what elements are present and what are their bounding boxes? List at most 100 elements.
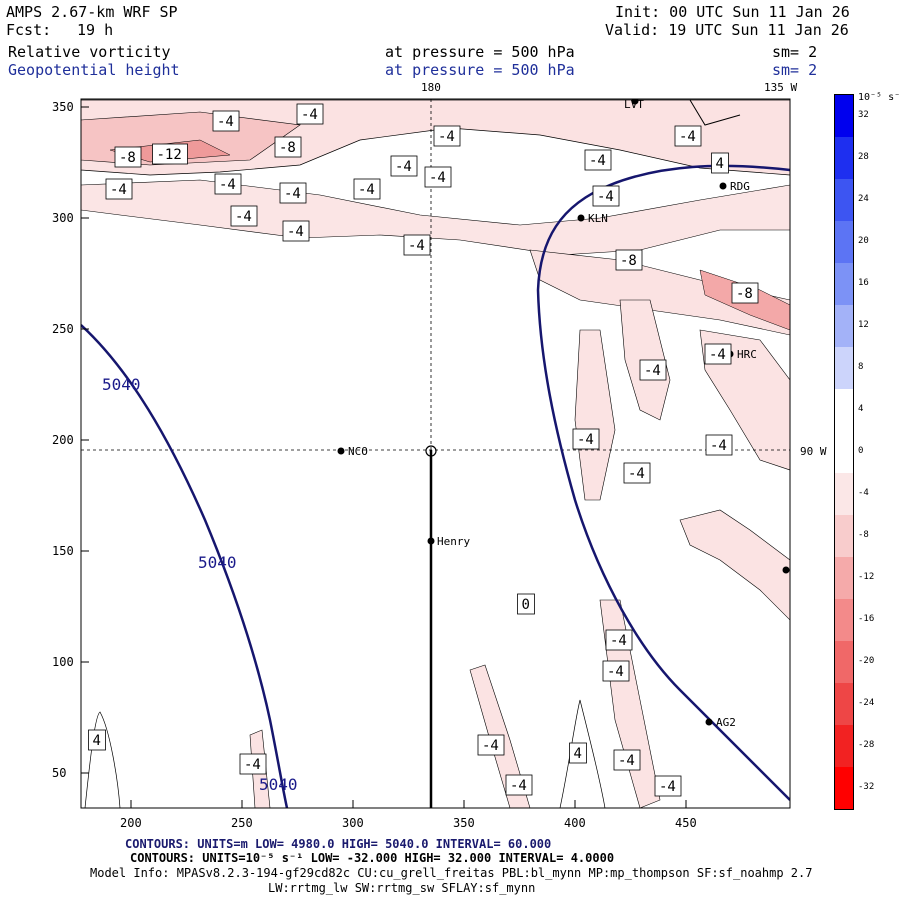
vorticity-band-mid bbox=[81, 179, 790, 256]
height-contour-label: 5040 bbox=[259, 775, 298, 794]
height-contour-label: 5040 bbox=[102, 375, 141, 394]
colorbar-segment bbox=[835, 221, 853, 263]
height-contour-east bbox=[536, 164, 790, 801]
vorticity-band-east bbox=[529, 249, 790, 336]
colorbar-segment bbox=[835, 431, 853, 473]
station-label: AG2 bbox=[716, 716, 736, 729]
vorticity-label-box bbox=[505, 774, 533, 796]
vorticity-label-box bbox=[230, 205, 258, 227]
vorticity-label-box bbox=[731, 282, 759, 304]
colorbar-label: 20 bbox=[858, 236, 869, 246]
footer-height-contours: CONTOURS: UNITS=m LOW= 4980.0 HIGH= 5040… bbox=[125, 837, 552, 851]
vorticity-label-box bbox=[615, 249, 643, 271]
lon-label-180: 180 bbox=[421, 81, 441, 94]
colorbar-label: 0 bbox=[858, 446, 864, 456]
field2-level: at pressure = 500 hPa bbox=[385, 61, 575, 79]
colorbar-label: 24 bbox=[858, 194, 869, 204]
vorticity-label-box bbox=[674, 125, 702, 147]
colorbar-segment bbox=[835, 557, 853, 599]
colorbar-segment bbox=[835, 347, 853, 389]
vorticity-label-box bbox=[584, 149, 612, 171]
colorbar-label: -12 bbox=[858, 572, 875, 582]
vorticity-label-box bbox=[572, 428, 600, 450]
colorbar-label: 12 bbox=[858, 320, 869, 330]
vorticity-label-box bbox=[274, 136, 302, 158]
vorticity-label-box bbox=[212, 110, 240, 132]
vorticity-label: 4 bbox=[574, 746, 582, 762]
vorticity-label: -4 bbox=[110, 182, 127, 198]
vorticity-label-box bbox=[654, 775, 682, 797]
colorbar-segment bbox=[835, 263, 853, 305]
vorticity-label: -4 bbox=[395, 159, 412, 175]
vorticity-label-box bbox=[602, 660, 630, 682]
forecast-hour: 19 h bbox=[77, 21, 114, 39]
colorbar-segment bbox=[835, 767, 853, 809]
vorticity-label-box bbox=[711, 152, 729, 174]
x-tick: 400 bbox=[564, 816, 586, 830]
x-tick: 350 bbox=[453, 816, 475, 830]
vorticity-label: -8 bbox=[736, 286, 753, 302]
lon-label-90w: 90 W bbox=[800, 445, 827, 458]
lon-label-135w: 135 W bbox=[764, 81, 797, 94]
y-tick: 50 bbox=[52, 766, 66, 780]
colorbar-segment bbox=[835, 95, 853, 137]
colorbar-segment bbox=[835, 725, 853, 767]
station-label: LVT bbox=[624, 98, 644, 111]
vorticity-label-box bbox=[282, 220, 310, 242]
vorticity-label: -4 bbox=[287, 224, 304, 240]
colorbar-label: -8 bbox=[858, 530, 869, 540]
colorbar-label: 28 bbox=[858, 152, 869, 162]
footer-vorticity-contours: CONTOURS: UNITS=10⁻⁵ s⁻¹ LOW= -32.000 HI… bbox=[130, 851, 615, 865]
vorticity-label-box bbox=[279, 182, 307, 204]
colorbar-label: -32 bbox=[858, 782, 875, 792]
vorticity-label: -4 bbox=[577, 432, 594, 448]
y-tick: 150 bbox=[52, 544, 74, 558]
vorticity-label-box bbox=[639, 359, 667, 381]
station-label: NCO bbox=[348, 445, 368, 458]
vorticity-label: -4 bbox=[408, 238, 425, 254]
vorticity-label: -4 bbox=[284, 186, 301, 202]
y-tick: 200 bbox=[52, 433, 74, 447]
colorbar-label: 8 bbox=[858, 362, 864, 372]
vorticity-label: 0 bbox=[522, 597, 530, 613]
vorticity-label: -4 bbox=[610, 633, 627, 649]
y-tick: 350 bbox=[52, 100, 74, 114]
vorticity-label: 4 bbox=[716, 156, 724, 172]
height-contour-label: 5040 bbox=[198, 553, 237, 572]
vorticity-label: -4 bbox=[217, 114, 234, 130]
vorticity-label: -4 bbox=[219, 177, 236, 193]
vorticity-label: -4 bbox=[235, 209, 252, 225]
field2-smoothing: sm= 2 bbox=[772, 61, 818, 79]
vorticity-label: -12 bbox=[157, 147, 182, 163]
vorticity-label: -4 bbox=[607, 664, 624, 680]
vorticity-label: -4 bbox=[510, 778, 527, 794]
vorticity-label: -4 bbox=[482, 738, 499, 754]
station-label: KLN bbox=[588, 212, 608, 225]
x-tick: 450 bbox=[675, 816, 697, 830]
vorticity-label: -4 bbox=[597, 189, 614, 205]
colorbar-unit: 10⁻⁵ s⁻¹ bbox=[858, 92, 900, 103]
colorbar-segment bbox=[835, 515, 853, 557]
init-time: Init: 00 UTC Sun 11 Jan 26 bbox=[615, 3, 850, 21]
vorticity-streak-4 bbox=[599, 599, 661, 808]
valid-time: Valid: 19 UTC Sun 11 Jan 26 bbox=[605, 21, 849, 39]
vorticity-label: -4 bbox=[709, 347, 726, 363]
vorticity-label: 4 bbox=[93, 733, 101, 749]
vorticity-label: -4 bbox=[301, 107, 318, 123]
field1-name: Relative vorticity bbox=[8, 43, 171, 61]
vorticity-label: -4 bbox=[628, 466, 645, 482]
station-label: Henry bbox=[437, 535, 470, 548]
x-tick: 200 bbox=[120, 816, 142, 830]
vorticity-label-box bbox=[704, 343, 732, 365]
vorticity-label: -4 bbox=[429, 170, 446, 186]
vorticity-label-box bbox=[477, 734, 505, 756]
vorticity-streak-7 bbox=[679, 509, 790, 621]
vorticity-streak-3 bbox=[699, 329, 790, 471]
colorbar-label: 4 bbox=[858, 404, 864, 414]
vorticity-label: -8 bbox=[620, 253, 637, 269]
colorbar bbox=[834, 94, 854, 810]
vorticity-label-box bbox=[296, 103, 324, 125]
vorticity-label-box bbox=[88, 729, 106, 751]
vorticity-label-box bbox=[605, 629, 633, 651]
forecast-label: Fcst: bbox=[6, 21, 52, 39]
